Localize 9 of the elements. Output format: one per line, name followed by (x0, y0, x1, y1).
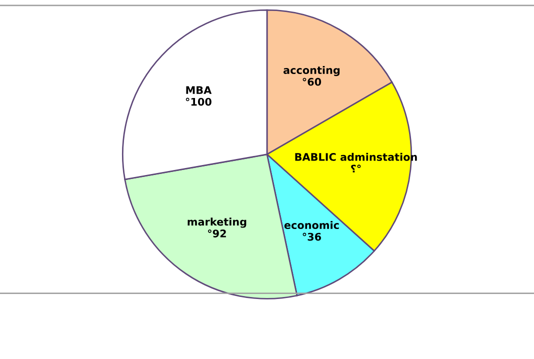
slice-label: marketing (188, 218, 246, 228)
data-label: °36 (302, 232, 322, 241)
data-label: °92 (208, 229, 226, 238)
slice-label: acconting (283, 66, 340, 76)
data-label: °100 (186, 98, 212, 106)
data-label: ؟° (351, 164, 361, 172)
data-label: °60 (302, 78, 322, 86)
slice-label: economic (284, 220, 339, 230)
slice-label: MBA (186, 86, 212, 94)
